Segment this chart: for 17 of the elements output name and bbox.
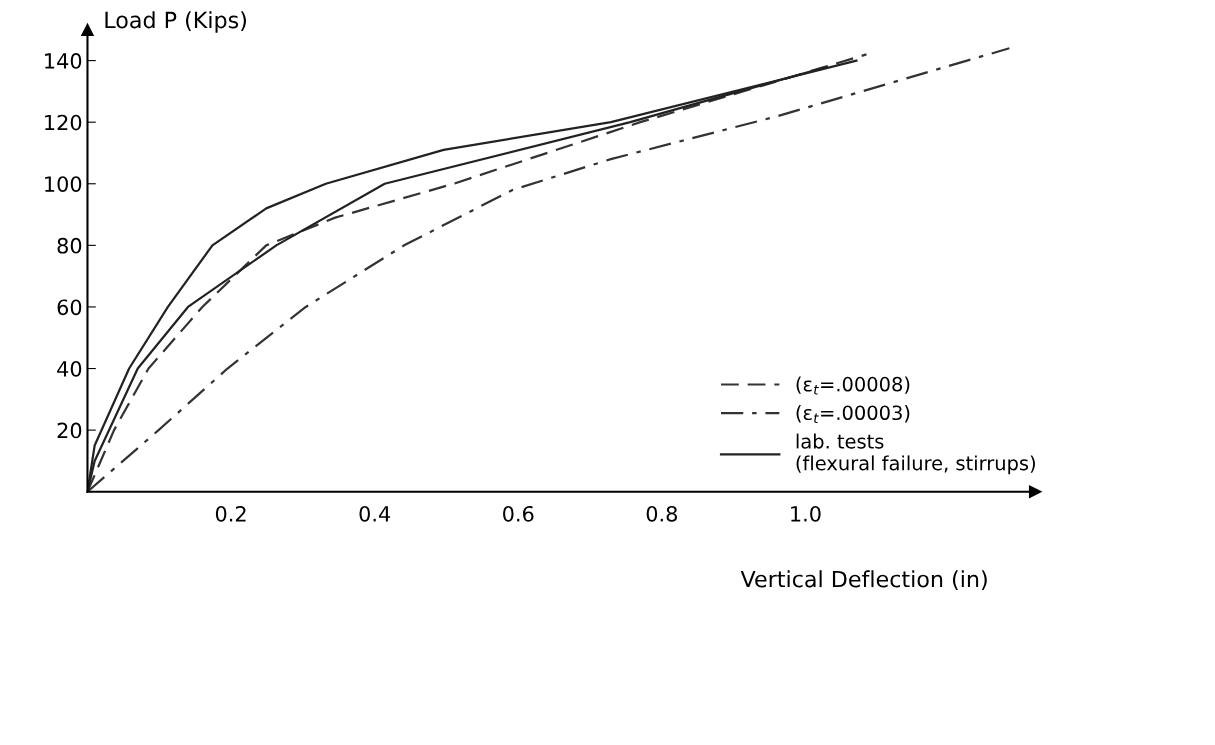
y-tick-label: 60: [57, 299, 82, 316]
y-tick-label: 140: [45, 53, 82, 69]
legend-label: (ε$_{t}$=.00003): [796, 405, 910, 424]
legend-label: (ε$_{t}$=.00008): [796, 376, 910, 395]
y-tick-label: 20: [57, 422, 82, 439]
legend-label: lab. tests (flexural failure, stirrups): [796, 433, 1035, 475]
y-tick-label: 100: [45, 176, 82, 192]
x-tick-label: 0.8: [646, 505, 677, 522]
x-axis-title: Vertical Deflection (in): [740, 570, 987, 591]
y-axis-title: Load P (Kips): [105, 11, 246, 33]
y-tick-label: 120: [45, 114, 82, 131]
x-tick-label: 0.4: [359, 505, 391, 522]
x-tick-label: 1.0: [791, 505, 821, 522]
x-tick-label: 0.2: [215, 505, 246, 522]
x-tick-label: 0.6: [503, 505, 534, 522]
y-tick-label: 40: [57, 360, 82, 377]
y-tick-label: 80: [57, 237, 82, 254]
